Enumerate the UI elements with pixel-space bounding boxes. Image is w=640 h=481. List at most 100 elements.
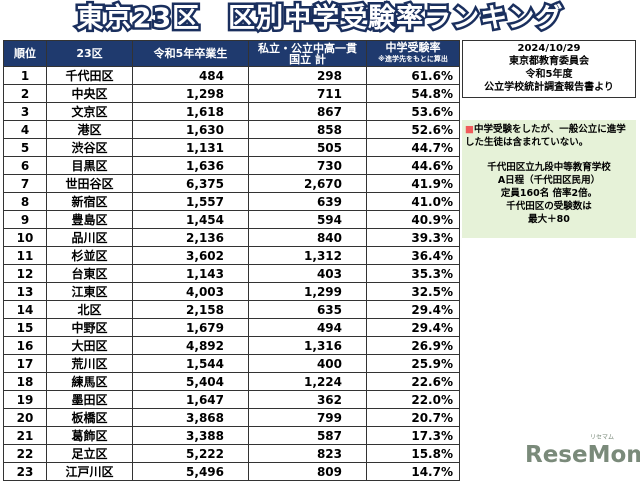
cell-text: 目黒区 [71,159,108,173]
cell: 葛飾区 [46,426,133,445]
rate-text: 52.6% [411,122,453,137]
cell-text: 639 [316,194,342,209]
cell-text: 594 [316,212,342,227]
cell-text: 3 [20,104,30,119]
rate-text: 15.8% [411,446,453,461]
cell: 杉並区 [46,246,133,265]
cell: 39.3% [366,228,460,247]
cell-text: 13 [16,284,34,299]
cell-text: 1,299 [304,284,342,299]
rate-text: 40.9% [411,212,453,227]
row: 14 北区 2,158 635 29.4% [3,300,460,319]
cell: 809 [248,462,367,481]
cell: 4 [3,120,47,139]
cell-text: 17 [16,356,34,371]
row: 8 新宿区 1,557 639 41.0% [3,192,460,211]
cell: 5,496 [132,462,249,481]
cell: 635 [248,300,367,319]
cell: 大田区 [46,336,133,355]
cell: 中央区 [46,84,133,103]
cell: 千代田区 [46,66,133,85]
cell-text: 練馬区 [71,375,108,389]
cell-text: 5,222 [186,446,224,461]
cell: 484 [132,66,249,85]
cell-text: 4,003 [186,284,224,299]
source-line: 令和5年度 [525,69,573,80]
cell-text: 15 [16,320,34,335]
cell: 20.7% [366,408,460,427]
cell: 2,670 [248,174,367,193]
cell-text: 11 [16,248,34,263]
row: 6 目黒区 1,636 730 44.6% [3,156,460,175]
cell-text: 新宿区 [71,195,108,209]
cell-text: 1,224 [304,374,342,389]
cell: 品川区 [46,228,133,247]
cell-text: 世田谷区 [65,177,114,191]
cell: 1,298 [132,84,249,103]
cell: 799 [248,408,367,427]
cell: 1,224 [248,372,367,391]
cell: 1,647 [132,390,249,409]
row: 23 江戸川区 5,496 809 14.7% [3,462,460,481]
rate-text: 32.5% [411,284,453,299]
cell: 17.3% [366,426,460,445]
row: 17 荒川区 1,544 400 25.9% [3,354,460,373]
cell: 44.6% [366,156,460,175]
cell: 足立区 [46,444,133,463]
cell: 豊島区 [46,210,133,229]
note-box: ■中学受験をしたが、一般公立に進学した生徒は含まれていない。 千代田区立九段中等… [462,120,636,238]
rate-text: 36.4% [411,248,453,263]
cell: 1,312 [248,246,367,265]
table-body: 1 千代田区 484 298 61.6% 2 中央区 1,298 711 54.8% 3 文京区 1,6… [3,66,460,481]
cell-text: 3,602 [186,248,224,263]
cell: 15.8% [366,444,460,463]
cell-text: 5 [20,140,30,155]
row: 12 台東区 1,143 403 35.3% [3,264,460,283]
cell: 298 [248,66,367,85]
rate-text: 44.6% [411,158,453,173]
cell: 22.0% [366,390,460,409]
cell: 54.8% [366,84,460,103]
cell-text: 505 [316,140,342,155]
header-cell: 中学受験率 ※進学先をもとに算出 [366,40,460,67]
header-text: 私立・公立中高一貫 国立 計 [258,41,357,66]
cell: 1 [3,66,47,85]
cell: 1,544 [132,354,249,373]
logo: ReseMom [525,442,640,468]
cell-text: 2,136 [186,230,224,245]
cell-text: 北区 [77,303,102,317]
note-first: ■中学受験をしたが、一般公立に進学した生徒は含まれていない。 [465,123,633,149]
header-note: ※進学先をもとに算出 [378,55,448,63]
cell: 587 [248,426,367,445]
cell: 403 [248,264,367,283]
cell: 港区 [46,120,133,139]
cell: 594 [248,210,367,229]
title: 東京23区 区別中学受験率ランキング [74,1,565,37]
cell-text: 豊島区 [71,213,108,227]
cell: 14.7% [366,462,460,481]
cell-text: 1,454 [186,212,224,227]
cell: 41.9% [366,174,460,193]
cell: 1,679 [132,318,249,337]
row: 4 港区 1,630 858 52.6% [3,120,460,139]
cell: 53.6% [366,102,460,121]
cell: 29.4% [366,300,460,319]
row: 5 渋谷区 1,131 505 44.7% [3,138,460,157]
cell: 52.6% [366,120,460,139]
cell-text: 渋谷区 [71,141,108,155]
cell: 1,316 [248,336,367,355]
cell-text: 千代田区 [65,69,114,83]
rate-text: 61.6% [411,68,453,83]
cell-text: 21 [16,428,34,443]
cell: 江東区 [46,282,133,301]
cell: 22.6% [366,372,460,391]
row: 16 大田区 4,892 1,316 26.9% [3,336,460,355]
header-text: 23区 [76,47,103,60]
cell-text: 8 [20,194,30,209]
rate-text: 26.9% [411,338,453,353]
cell: 823 [248,444,367,463]
cell-text: 22 [16,446,34,461]
cell: 19 [3,390,47,409]
cell-text: 298 [316,68,342,83]
cell: 11 [3,246,47,265]
